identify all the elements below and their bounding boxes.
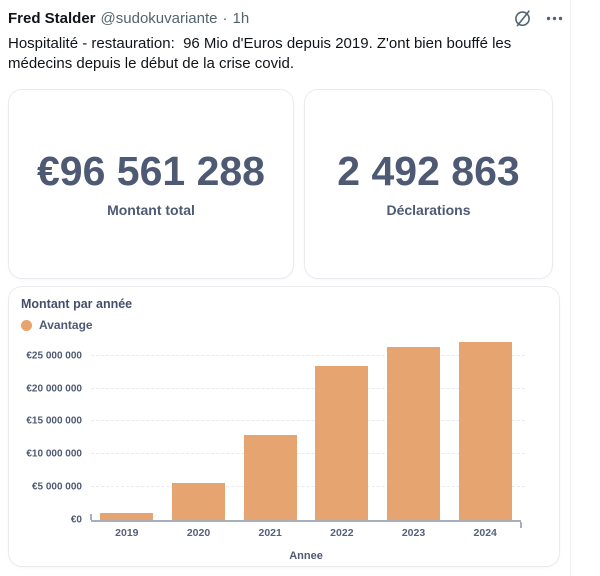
tweet-separator: · — [222, 10, 228, 27]
band-2024: 2024 — [449, 336, 521, 539]
y-tick-label: €20 000 000 — [26, 383, 82, 395]
x-tick-label: 2022 — [330, 527, 354, 539]
bar-2022 — [315, 366, 369, 520]
grok-button[interactable] — [513, 9, 532, 28]
chart-title: Montant par année — [21, 297, 133, 311]
stat-label-montant-total: Montant total — [107, 201, 195, 218]
x-axis-title: Annee — [289, 550, 323, 562]
legend-label: Avantage — [39, 318, 93, 332]
bar-chart-plot: €0 €5 000 000 €10 000 000 €15 000 000 €20 00… — [26, 336, 525, 539]
gridline-15000000 — [91, 420, 525, 422]
stat-value-montant-total: €96 561 288 — [36, 147, 265, 194]
bar-2019 — [100, 512, 154, 520]
more-button[interactable] — [545, 9, 564, 28]
y-tick-label: €5 000 000 — [31, 481, 82, 493]
y-tick-label: €0 — [70, 514, 82, 526]
y-tick-label: €10 000 000 — [26, 448, 82, 460]
bar-bands: 2019 2020 2021 2022 2023 2024 — [91, 336, 521, 539]
tweet-header: Fred Stalder @sudokuvariante · 1h — [0, 0, 600, 28]
more-icon — [546, 16, 563, 21]
tweet-header-actions — [513, 9, 564, 28]
x-tick-label: 2024 — [473, 527, 497, 539]
chart-legend: Avantage — [21, 318, 547, 332]
gridline-5000000 — [91, 486, 525, 488]
bar-2021 — [243, 435, 297, 520]
x-tick-label: 2021 — [258, 527, 282, 539]
axis-tick-right — [520, 522, 522, 528]
stat-card-declarations[interactable]: 2 492 863 Déclarations — [304, 89, 553, 279]
band-2023: 2023 — [378, 336, 450, 539]
band-2020: 2020 — [163, 336, 235, 539]
column-divider — [570, 0, 571, 576]
x-tick-label: 2023 — [401, 527, 426, 539]
legend-dot — [21, 319, 32, 331]
gridline-25000000 — [91, 354, 525, 356]
stat-label-declarations: Déclarations — [386, 201, 471, 218]
tweet-handle[interactable]: @sudokuvariante — [100, 10, 218, 27]
tweet-timestamp[interactable]: 1h — [232, 10, 250, 27]
bar-2020 — [171, 483, 226, 520]
gridline-20000000 — [91, 387, 525, 389]
y-tick-label: €25 000 000 — [26, 350, 82, 362]
band-2022: 2022 — [306, 336, 378, 539]
x-tick-label: 2020 — [186, 527, 211, 539]
band-2019: 2019 — [91, 336, 163, 539]
tweet-author[interactable]: Fred Stalder — [8, 10, 96, 27]
y-tick-label: €15 000 000 — [26, 415, 82, 427]
dashboard-stats-row: €96 561 288 Montant total 2 492 863 Décl… — [8, 89, 592, 279]
gridline-10000000 — [91, 453, 525, 455]
bar-2024 — [458, 341, 512, 520]
bar-2023 — [387, 346, 441, 520]
bar-chart: €0 €5 000 000 €10 000 000 €15 000 000 €20 00… — [21, 336, 547, 563]
chart-card[interactable]: Montant par année Avantage €0 €5 000 000 €… — [8, 286, 560, 567]
grok-icon — [515, 10, 530, 27]
band-2021: 2021 — [234, 336, 306, 539]
axis-tick-left — [90, 514, 92, 520]
stat-value-declarations: 2 492 863 — [337, 147, 520, 194]
stat-card-montant-total[interactable]: €96 561 288 Montant total — [8, 89, 294, 279]
x-tick-label: 2019 — [115, 527, 139, 539]
tweet-body: Hospitalité - restauration: 96 Mio d'Eur… — [8, 35, 516, 72]
